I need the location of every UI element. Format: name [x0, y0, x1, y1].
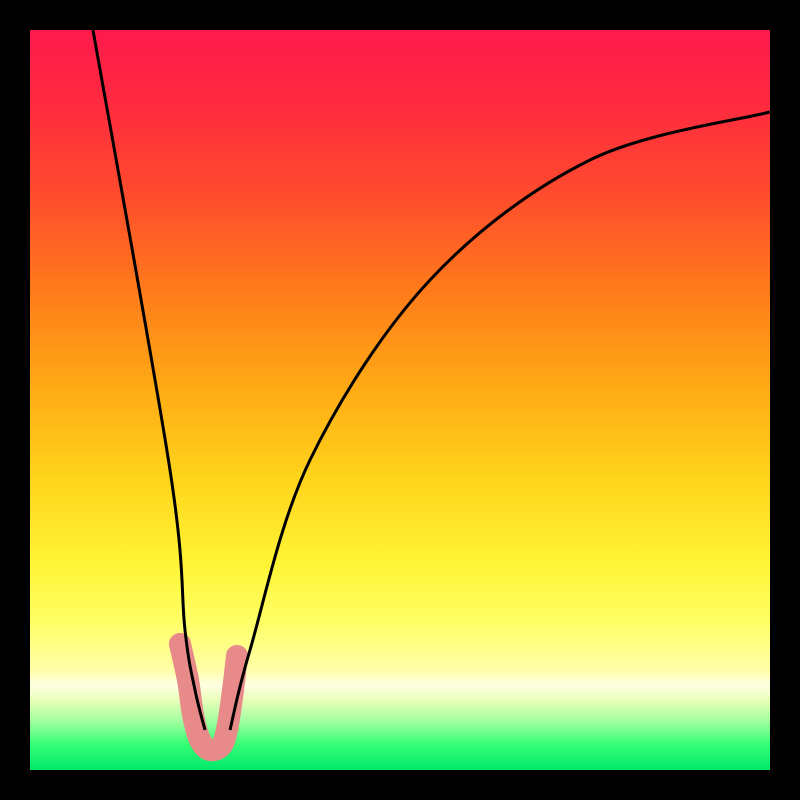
border-bottom	[0, 770, 800, 800]
border-left	[0, 0, 30, 800]
plot-area	[30, 30, 770, 770]
optimal-marker-dot	[217, 713, 239, 735]
border-right	[770, 0, 800, 800]
gradient-background	[30, 30, 770, 770]
chart-svg	[30, 30, 770, 770]
border-top	[0, 0, 800, 30]
optimal-marker-dot	[211, 734, 233, 756]
chart-frame: TheBottleneck.com	[0, 0, 800, 800]
